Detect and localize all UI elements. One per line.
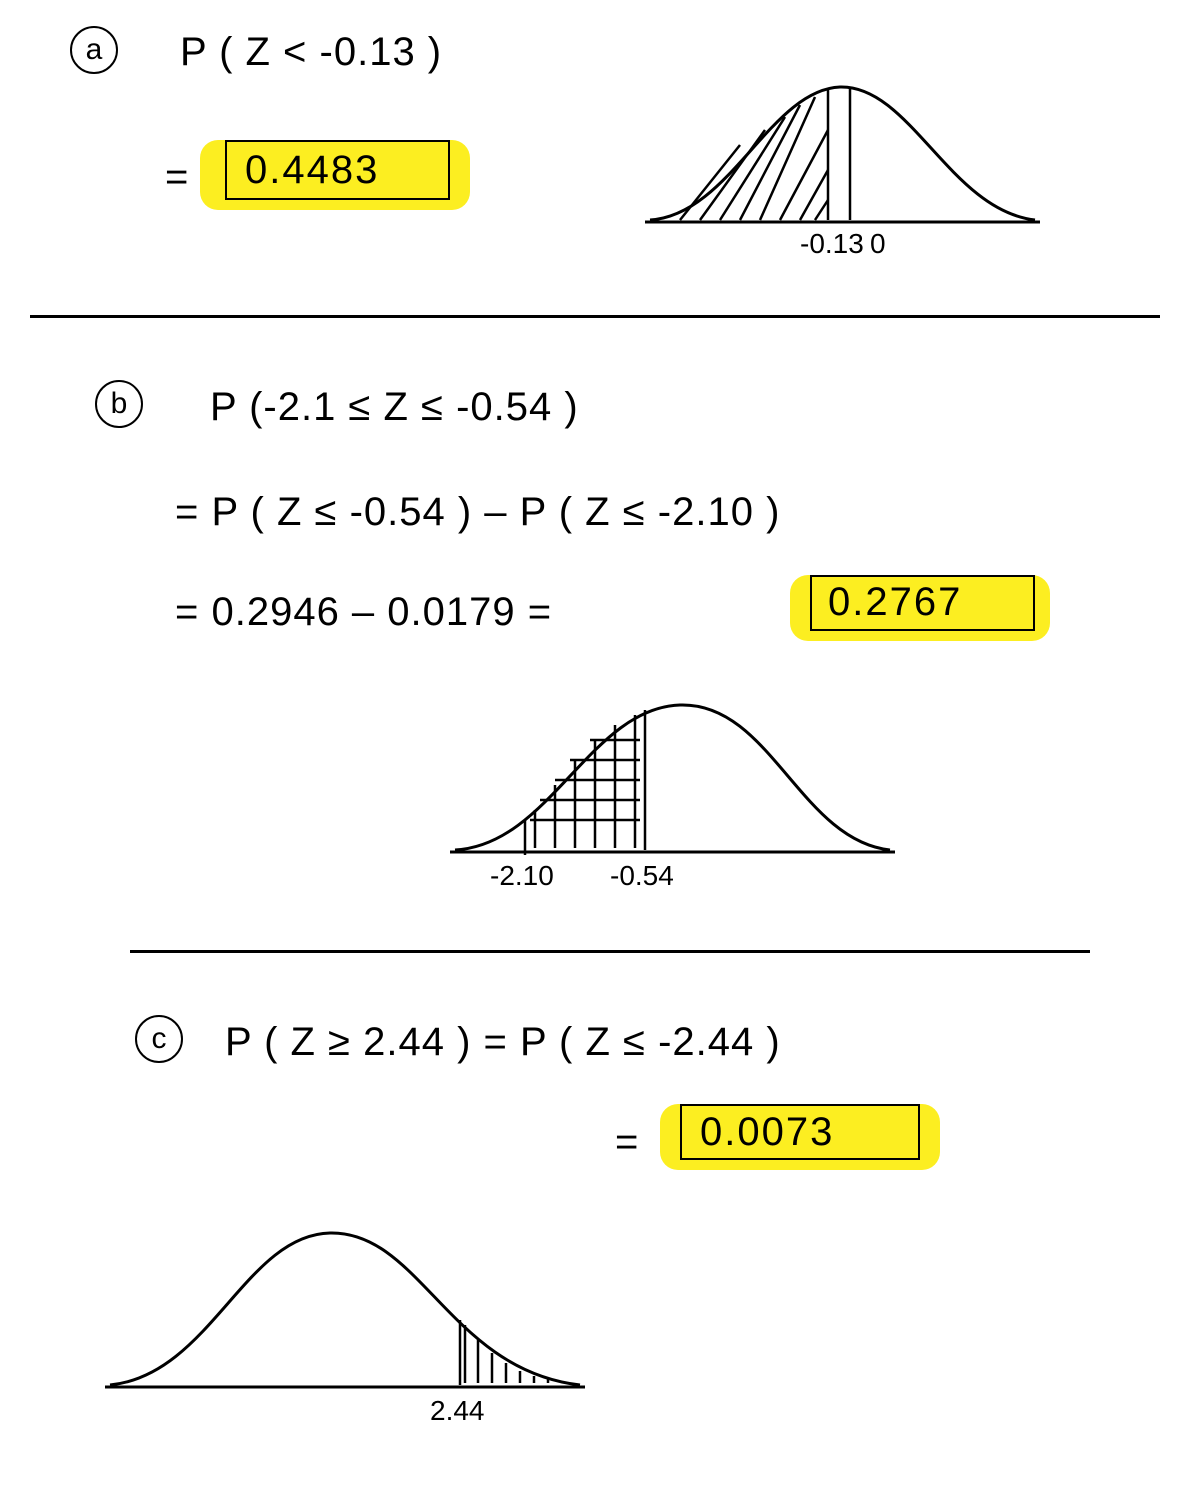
- part-b-label: b: [95, 380, 143, 428]
- part-a-curve: [640, 75, 1060, 250]
- part-a-equals: =: [165, 155, 188, 200]
- part-c-tick-1: 2.44: [430, 1395, 485, 1427]
- part-b-answer: 0.2767: [828, 580, 962, 625]
- part-c-label: c: [135, 1015, 183, 1063]
- worksheet-page: a P ( Z < -0.13 ) = 0.4483 -0.13 0 b P (…: [0, 0, 1200, 1492]
- part-c-equals: =: [615, 1120, 638, 1165]
- divider-bc: [130, 950, 1090, 953]
- part-b-curve: [440, 690, 910, 880]
- part-b-tick-1: -2.10: [490, 860, 554, 892]
- part-b-line3-left: = 0.2946 – 0.0179 =: [175, 590, 552, 635]
- part-b-line2: = P ( Z ≤ -0.54 ) – P ( Z ≤ -2.10 ): [175, 490, 780, 535]
- part-b-tick-2: -0.54: [610, 860, 674, 892]
- part-c-answer: 0.0073: [700, 1110, 834, 1155]
- part-c-curve: [90, 1215, 610, 1415]
- part-a-tick-2: 0: [870, 228, 886, 260]
- divider-ab: [30, 315, 1160, 318]
- part-a-answer: 0.4483: [245, 148, 379, 193]
- part-a-expression: P ( Z < -0.13 ): [180, 30, 442, 75]
- part-a-tick-1: -0.13: [800, 228, 864, 260]
- part-c-expression: P ( Z ≥ 2.44 ) = P ( Z ≤ -2.44 ): [225, 1020, 781, 1065]
- part-a-label: a: [70, 26, 118, 74]
- part-b-expression: P (-2.1 ≤ Z ≤ -0.54 ): [210, 385, 579, 430]
